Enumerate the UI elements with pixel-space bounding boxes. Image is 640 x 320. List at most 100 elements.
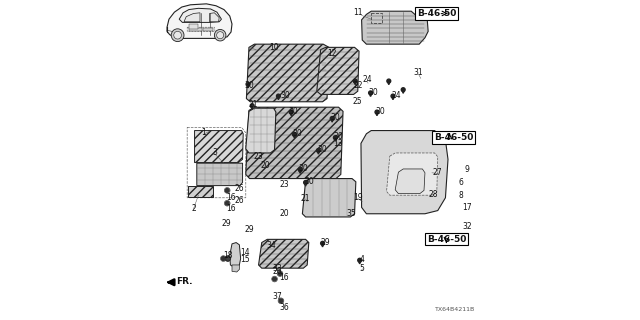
Circle shape <box>221 257 225 260</box>
Text: 26: 26 <box>273 267 283 276</box>
Text: 23: 23 <box>253 152 264 161</box>
Text: FR.: FR. <box>176 277 193 286</box>
Text: 13: 13 <box>333 139 342 148</box>
Polygon shape <box>278 97 280 100</box>
Text: 10: 10 <box>269 43 278 52</box>
Text: 21: 21 <box>248 100 257 109</box>
Text: 24: 24 <box>362 75 372 84</box>
Polygon shape <box>300 171 301 173</box>
Polygon shape <box>246 44 329 102</box>
Polygon shape <box>361 131 448 214</box>
Polygon shape <box>359 261 361 264</box>
Text: 19: 19 <box>353 193 363 202</box>
Text: 30: 30 <box>289 107 299 116</box>
Text: 1: 1 <box>201 128 205 137</box>
Polygon shape <box>247 85 249 88</box>
Text: 30: 30 <box>333 132 344 141</box>
Text: B-46-50: B-46-50 <box>417 9 456 18</box>
Polygon shape <box>358 258 362 262</box>
Polygon shape <box>391 94 395 98</box>
Text: 16: 16 <box>279 273 289 282</box>
Text: 30: 30 <box>317 145 328 154</box>
Text: 14: 14 <box>240 248 250 257</box>
Text: 36: 36 <box>279 303 289 312</box>
Polygon shape <box>167 4 232 38</box>
Text: 20: 20 <box>279 209 289 218</box>
Polygon shape <box>330 116 334 120</box>
Polygon shape <box>289 110 293 114</box>
Polygon shape <box>376 113 378 116</box>
Text: 32: 32 <box>462 222 472 231</box>
Circle shape <box>214 29 226 41</box>
Text: 15: 15 <box>240 255 250 264</box>
Text: 21: 21 <box>301 194 310 203</box>
Polygon shape <box>293 136 296 138</box>
Polygon shape <box>179 8 221 22</box>
Polygon shape <box>317 152 319 154</box>
Text: 30: 30 <box>369 88 379 97</box>
Text: 4: 4 <box>359 255 364 264</box>
Polygon shape <box>334 139 337 141</box>
Polygon shape <box>184 13 200 22</box>
Polygon shape <box>230 243 241 268</box>
Text: 37: 37 <box>273 292 283 301</box>
Polygon shape <box>333 136 337 140</box>
Text: 16: 16 <box>226 204 236 212</box>
Text: 6: 6 <box>458 178 463 187</box>
Text: 2: 2 <box>191 204 196 212</box>
Polygon shape <box>302 179 356 217</box>
Circle shape <box>273 277 276 281</box>
Polygon shape <box>259 239 309 268</box>
Polygon shape <box>396 169 425 194</box>
Polygon shape <box>370 94 371 97</box>
Polygon shape <box>246 108 276 153</box>
Text: 3: 3 <box>212 148 217 156</box>
Text: 30: 30 <box>298 164 308 173</box>
Polygon shape <box>304 180 307 184</box>
Polygon shape <box>388 82 390 85</box>
Polygon shape <box>197 163 243 186</box>
Circle shape <box>216 32 224 39</box>
Polygon shape <box>322 244 323 247</box>
Text: 8: 8 <box>458 191 463 200</box>
Text: 20: 20 <box>260 161 270 170</box>
Text: 28: 28 <box>429 190 438 199</box>
Polygon shape <box>387 79 390 83</box>
Text: 35: 35 <box>346 209 356 218</box>
Polygon shape <box>210 13 219 22</box>
Text: 24: 24 <box>392 91 402 100</box>
Polygon shape <box>246 107 343 179</box>
Text: 31: 31 <box>413 68 424 77</box>
Text: 18: 18 <box>223 252 233 260</box>
Polygon shape <box>375 110 379 114</box>
Polygon shape <box>251 107 253 109</box>
Circle shape <box>225 188 229 192</box>
Text: 30: 30 <box>292 129 302 138</box>
Polygon shape <box>317 148 321 152</box>
Text: 16: 16 <box>226 193 236 202</box>
Text: 29: 29 <box>321 238 331 247</box>
Polygon shape <box>276 94 280 98</box>
Polygon shape <box>321 241 324 245</box>
Polygon shape <box>369 91 372 95</box>
Polygon shape <box>317 47 359 94</box>
Circle shape <box>225 256 230 261</box>
Polygon shape <box>189 28 202 31</box>
Circle shape <box>279 299 283 303</box>
Polygon shape <box>353 79 357 83</box>
Text: 30: 30 <box>244 81 255 90</box>
Polygon shape <box>232 265 239 272</box>
Polygon shape <box>188 186 212 197</box>
Text: 26: 26 <box>234 184 244 193</box>
Polygon shape <box>250 104 254 108</box>
Text: 30: 30 <box>304 177 314 186</box>
Text: 22: 22 <box>353 81 362 90</box>
Text: 33: 33 <box>273 264 283 273</box>
Text: 30: 30 <box>330 113 340 122</box>
Text: TX64B4211B: TX64B4211B <box>435 307 475 312</box>
Text: 25: 25 <box>353 97 363 106</box>
Polygon shape <box>332 120 333 122</box>
Text: 7: 7 <box>442 133 447 142</box>
Text: 5: 5 <box>359 264 364 273</box>
Polygon shape <box>204 28 212 31</box>
